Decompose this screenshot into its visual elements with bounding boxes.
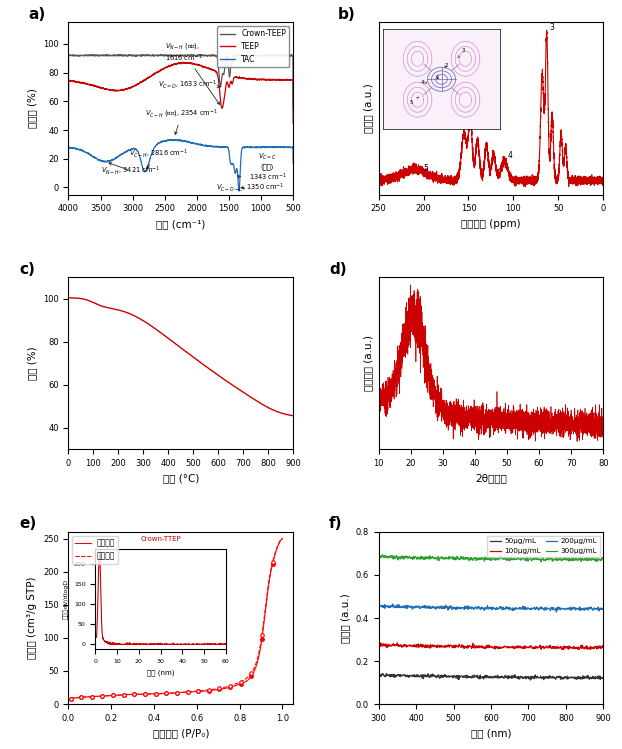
300μg/mL bbox=[477, 554, 485, 563]
脱附曲线 bbox=[259, 625, 266, 634]
吸附曲线 bbox=[193, 687, 200, 696]
Line: 50μg/mL: 50μg/mL bbox=[379, 673, 603, 680]
100μg/mL bbox=[544, 643, 552, 652]
Text: $V_{N-H}$, 3421 cm$^{-1}$: $V_{N-H}$, 3421 cm$^{-1}$ bbox=[101, 163, 160, 177]
50μg/mL bbox=[527, 676, 534, 685]
Legend: 吸附曲线, 脱附曲线: 吸附曲线, 脱附曲线 bbox=[72, 536, 118, 564]
Y-axis label: 衍射强度 (a.u.): 衍射强度 (a.u.) bbox=[363, 336, 373, 391]
Text: 4: 4 bbox=[507, 151, 512, 160]
脱附曲线 bbox=[192, 687, 200, 696]
Text: $V_{C=O}$, 1633 cm$^{-1}$: $V_{C=O}$, 1633 cm$^{-1}$ bbox=[159, 78, 220, 91]
100μg/mL bbox=[433, 643, 440, 652]
Line: 吸附曲线: 吸附曲线 bbox=[70, 539, 282, 699]
Text: $V_{C=C}$
(卟啉)
1343 cm$^{-1}$: $V_{C=C}$ (卟啉) 1343 cm$^{-1}$ bbox=[242, 152, 286, 189]
200μg/mL bbox=[544, 604, 552, 613]
100μg/mL bbox=[477, 643, 485, 652]
Y-axis label: 吸光度 (a.u.): 吸光度 (a.u.) bbox=[340, 593, 350, 643]
100μg/mL bbox=[375, 640, 383, 649]
100μg/mL bbox=[508, 643, 515, 652]
Text: $V_{C-O-C}$, 1350 cm$^{-1}$: $V_{C-O-C}$, 1350 cm$^{-1}$ bbox=[216, 175, 284, 194]
Text: f): f) bbox=[329, 517, 343, 532]
300μg/mL bbox=[375, 551, 383, 560]
300μg/mL bbox=[545, 554, 552, 563]
Y-axis label: 透过率 (%): 透过率 (%) bbox=[27, 88, 37, 129]
50μg/mL bbox=[383, 669, 390, 678]
200μg/mL bbox=[375, 602, 383, 611]
Legend: 50μg/mL, 100μg/mL, 200μg/mL, 300μg/mL: 50μg/mL, 100μg/mL, 200μg/mL, 300μg/mL bbox=[488, 536, 600, 557]
50μg/mL bbox=[375, 670, 383, 679]
300μg/mL bbox=[537, 557, 545, 566]
300μg/mL bbox=[600, 554, 607, 563]
200μg/mL bbox=[526, 604, 533, 613]
X-axis label: 温度 (°C): 温度 (°C) bbox=[162, 473, 199, 484]
Text: $V_{C-H}$ (咪唑), 2354 cm$^{-1}$: $V_{C-H}$ (咪唑), 2354 cm$^{-1}$ bbox=[146, 107, 218, 134]
吸附曲线 bbox=[246, 674, 253, 683]
200μg/mL bbox=[600, 604, 607, 613]
吸附曲线 bbox=[68, 694, 75, 703]
50μg/mL bbox=[433, 673, 440, 682]
Y-axis label: 吸附量 (cm³/g STP): 吸附量 (cm³/g STP) bbox=[27, 577, 37, 659]
Text: a): a) bbox=[28, 7, 45, 22]
100μg/mL bbox=[394, 638, 401, 647]
脱附曲线 bbox=[279, 534, 286, 543]
脱附曲线 bbox=[68, 694, 75, 703]
Text: 3: 3 bbox=[549, 23, 554, 32]
200μg/mL bbox=[415, 601, 422, 610]
脱附曲线 bbox=[67, 694, 74, 703]
X-axis label: 波长 (nm): 波长 (nm) bbox=[471, 728, 511, 739]
Text: $V_{C-H}$, 2816 cm$^{-1}$: $V_{C-H}$, 2816 cm$^{-1}$ bbox=[129, 147, 188, 169]
吸附曲线 bbox=[192, 687, 200, 696]
Legend: Crown-TEEP, TEEP, TAC: Crown-TEEP, TEEP, TAC bbox=[217, 26, 289, 67]
吸附曲线 bbox=[279, 534, 286, 543]
X-axis label: 相对压力 (P/P₀): 相对压力 (P/P₀) bbox=[152, 728, 209, 739]
Line: 200μg/mL: 200μg/mL bbox=[379, 604, 603, 612]
200μg/mL bbox=[553, 607, 560, 616]
X-axis label: 2θ衍射角: 2θ衍射角 bbox=[475, 473, 507, 484]
Text: b): b) bbox=[338, 7, 356, 22]
50μg/mL bbox=[508, 674, 515, 683]
Line: 100μg/mL: 100μg/mL bbox=[379, 643, 603, 649]
50μg/mL bbox=[545, 672, 552, 681]
Y-axis label: 吸收峰 (a.u.): 吸收峰 (a.u.) bbox=[363, 84, 373, 133]
200μg/mL bbox=[508, 605, 515, 614]
100μg/mL bbox=[415, 643, 422, 652]
吸附曲线 bbox=[67, 694, 74, 703]
300μg/mL bbox=[526, 555, 533, 564]
200μg/mL bbox=[433, 603, 440, 612]
Line: 300μg/mL: 300μg/mL bbox=[379, 555, 603, 562]
50μg/mL bbox=[526, 674, 533, 683]
200μg/mL bbox=[477, 605, 485, 614]
300μg/mL bbox=[508, 553, 515, 562]
Text: e): e) bbox=[19, 517, 36, 532]
100μg/mL bbox=[559, 645, 566, 654]
50μg/mL bbox=[477, 674, 485, 683]
50μg/mL bbox=[415, 673, 422, 682]
Text: $V_{N-H}$ (咪唑),
1616 cm$^{-1}$: $V_{N-H}$ (咪唑), 1616 cm$^{-1}$ bbox=[165, 40, 220, 104]
X-axis label: 波长 (cm⁻¹): 波长 (cm⁻¹) bbox=[156, 219, 205, 229]
脱附曲线 bbox=[197, 686, 204, 695]
X-axis label: 化学位移 (ppm): 化学位移 (ppm) bbox=[461, 219, 521, 229]
Text: d): d) bbox=[329, 261, 346, 277]
50μg/mL bbox=[600, 674, 607, 683]
Text: 2: 2 bbox=[466, 111, 471, 120]
300μg/mL bbox=[415, 553, 422, 562]
Text: 5: 5 bbox=[424, 164, 429, 173]
Line: 脱附曲线: 脱附曲线 bbox=[70, 539, 282, 699]
100μg/mL bbox=[600, 643, 607, 652]
200μg/mL bbox=[389, 600, 397, 609]
脱附曲线 bbox=[246, 671, 253, 680]
脱附曲线 bbox=[193, 687, 200, 696]
吸附曲线 bbox=[197, 687, 204, 696]
100μg/mL bbox=[526, 643, 533, 652]
吸附曲线 bbox=[259, 629, 266, 638]
300μg/mL bbox=[433, 554, 440, 563]
300μg/mL bbox=[379, 551, 386, 560]
Text: c): c) bbox=[19, 261, 35, 277]
Y-axis label: 重量 (%): 重量 (%) bbox=[27, 347, 37, 380]
